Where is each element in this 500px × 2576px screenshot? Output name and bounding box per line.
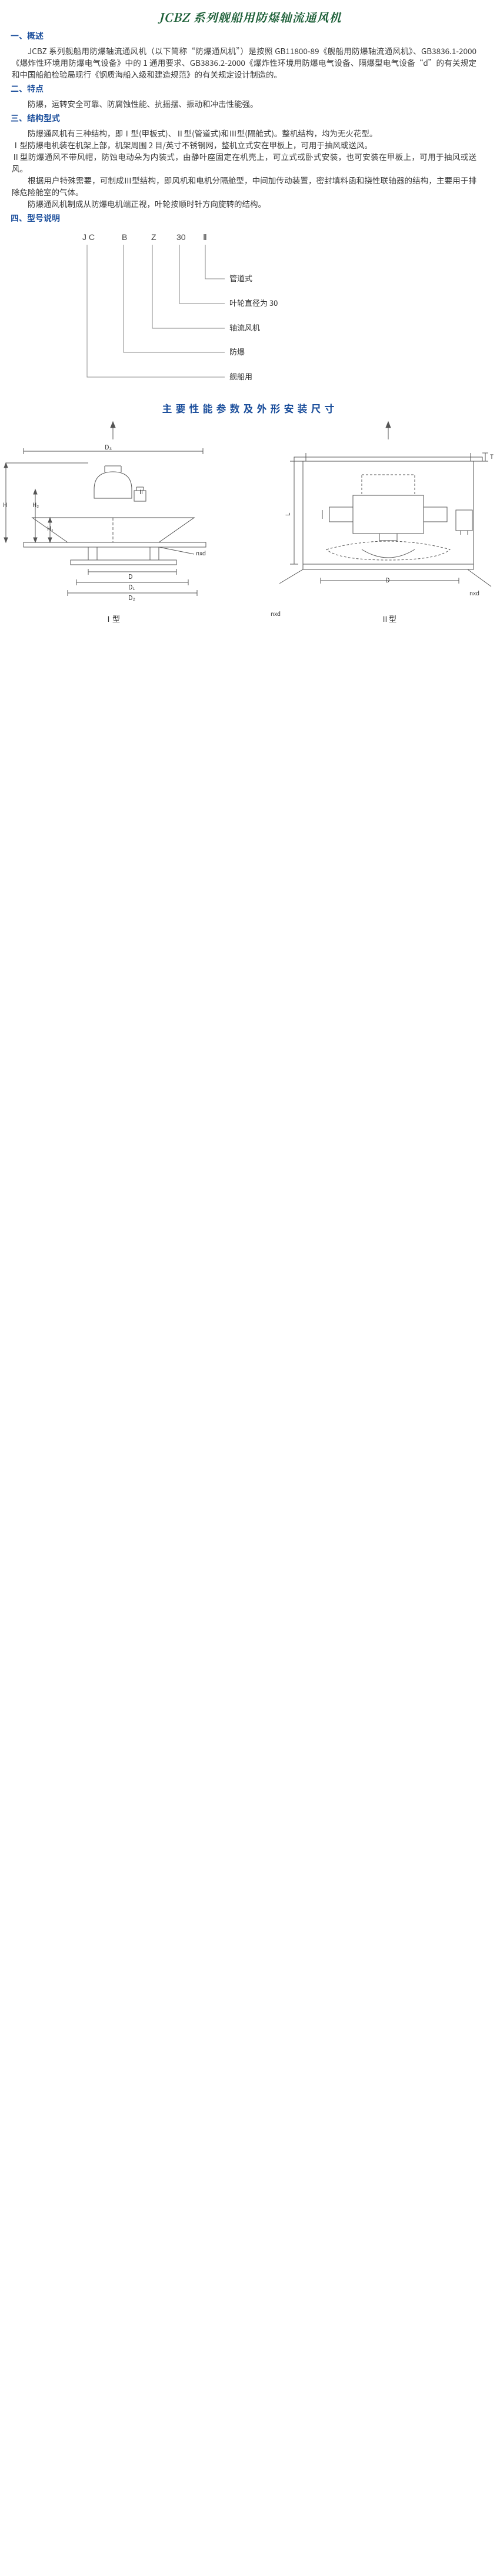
svg-text:Z: Z [151,232,156,242]
svg-text:叶轮直径为 30: 叶轮直径为 30 [229,297,278,308]
svg-text:D₃: D₃ [105,442,112,452]
svg-text:管道式: 管道式 [229,272,252,284]
svg-text:H₁: H₁ [47,524,54,532]
svg-text:D: D [128,572,133,581]
svg-text:J C: J C [82,232,95,242]
svg-text:D₂: D₂ [128,593,135,602]
svg-text:D: D [385,575,390,585]
svg-text:T: T [490,452,494,461]
svg-text:舰船用: 舰船用 [229,371,252,382]
svg-text:L: L [283,512,292,516]
svg-text:防爆: 防爆 [229,346,245,357]
svg-text:H: H [3,500,7,509]
svg-text:nxd: nxd [469,588,479,597]
svg-text:轴流风机: 轴流风机 [229,322,260,333]
svg-text:30: 30 [176,232,186,242]
svg-text:Ⅰ型: Ⅰ型 [105,613,120,624]
svg-text:Ⅱ型: Ⅱ型 [381,613,396,624]
svg-text:B: B [122,232,127,242]
svg-text:D₁: D₁ [128,582,135,592]
svg-text:nxd: nxd [196,548,206,557]
svg-text:Ⅱ: Ⅱ [138,487,144,496]
svg-text:nxd: nxd [271,609,281,618]
svg-text:H₂: H₂ [32,500,39,509]
svg-text:Ⅱ: Ⅱ [203,232,207,242]
